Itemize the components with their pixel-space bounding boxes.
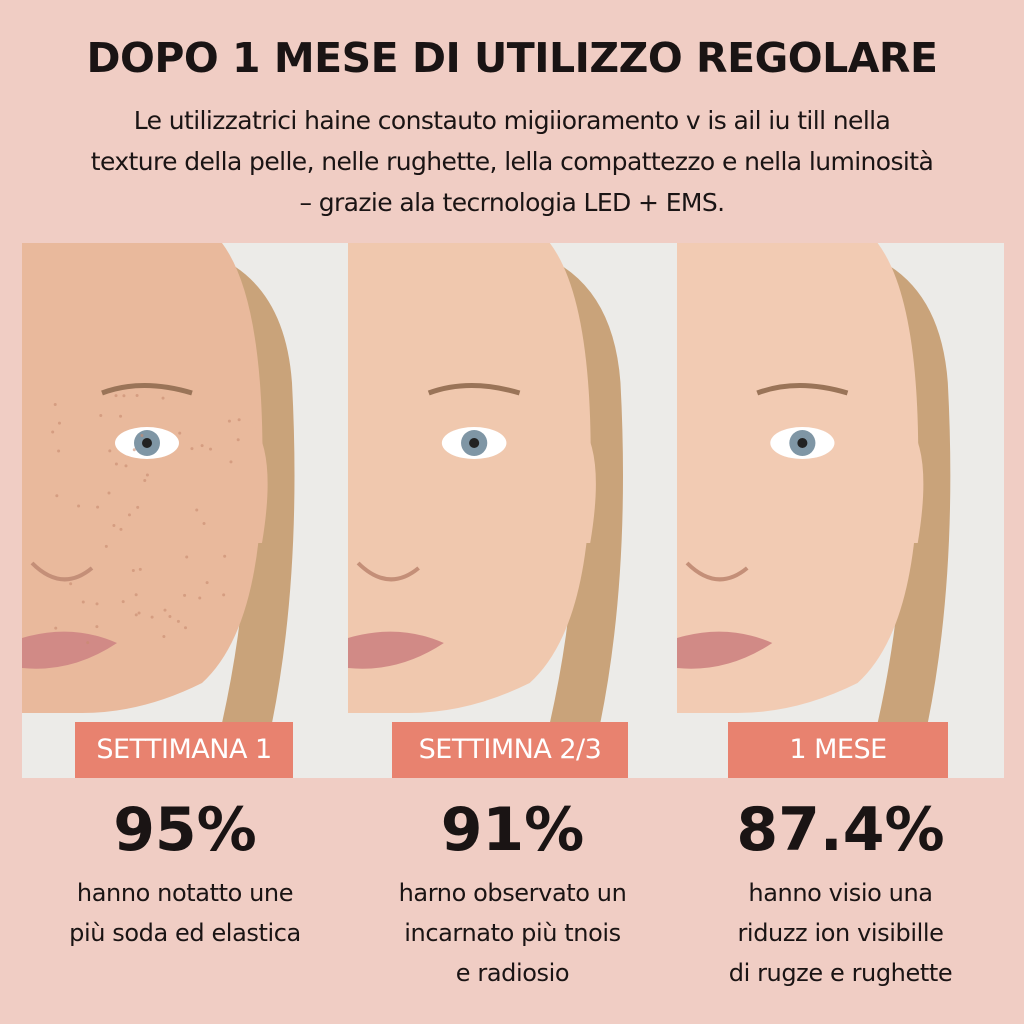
subtitle-line: – grazie ala tecrnologia LED + EMS. — [40, 182, 984, 223]
face-photo-2 — [348, 243, 677, 778]
stage-label: SETTIMANA 1 — [75, 722, 293, 778]
stage-description: hanno visio una riduzz ion visibille di ru… — [682, 873, 999, 993]
page-title: DOPO 1 MESE DI UTILIZZO REGOLARE — [0, 34, 1024, 82]
face-photo-1 — [22, 243, 348, 778]
stage-percent: 91% — [348, 795, 677, 865]
stage-label: SETTIMNA 2/3 — [392, 722, 628, 778]
description-line: incarnato più tnois — [353, 913, 672, 953]
description-line: riduzz ion visibille — [682, 913, 999, 953]
description-line: e radiosio — [353, 953, 672, 993]
subtitle-line: texture della pelle, nelle rughette, lel… — [40, 141, 984, 182]
subtitle: Le utilizzatrici haine constauto migiior… — [40, 100, 984, 223]
description-line: hanno visio una — [682, 873, 999, 913]
face-photo-3 — [677, 243, 1004, 778]
stage-description: harno observato un incarnato più tnois e r… — [353, 873, 672, 993]
description-line: harno observato un — [353, 873, 672, 913]
description-line: hanno notatto une — [27, 873, 343, 913]
description-line: più soda ed elastica — [27, 913, 343, 953]
description-line: di rugze e rughette — [682, 953, 999, 993]
stage-label: 1 MESE — [728, 722, 948, 778]
stage-percent: 95% — [22, 795, 348, 865]
subtitle-line: Le utilizzatrici haine constauto migiior… — [40, 100, 984, 141]
stage-percent: 87.4% — [677, 795, 1004, 865]
stage-description: hanno notatto une più soda ed elastica — [27, 873, 343, 953]
